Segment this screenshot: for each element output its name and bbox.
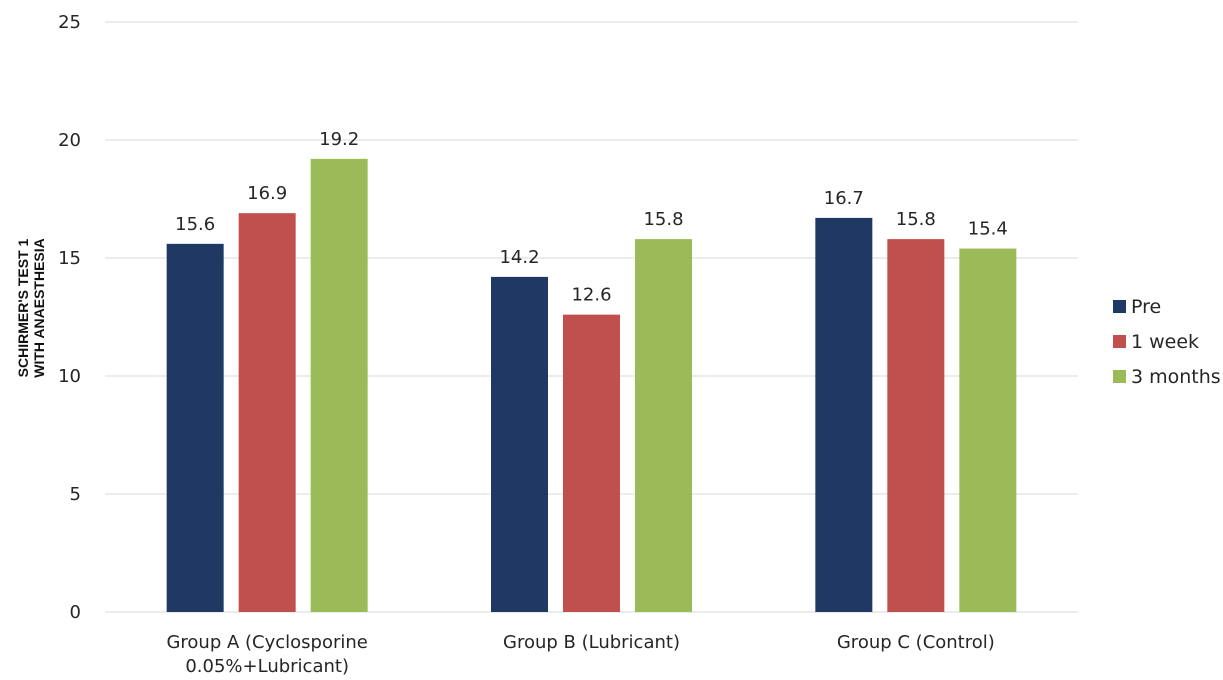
bar [491, 276, 548, 612]
bar [959, 248, 1017, 612]
legend-swatch [1113, 300, 1126, 313]
y-tick-label: 0 [70, 602, 81, 623]
y-axis-label-line-1: SCHIRMER'S TEST 1 [15, 238, 31, 377]
data-label: 14.2 [499, 247, 539, 268]
legend: Pre 1 week 3 months [1113, 296, 1221, 388]
bar [815, 217, 873, 612]
data-label: 12.6 [571, 285, 611, 306]
x-category-label: Group C (Control) [837, 632, 995, 653]
data-label: 16.7 [824, 188, 864, 209]
bar [563, 314, 620, 612]
x-axis-categories: Group A (Cyclosporine 0.05%+Lubricant) Gro… [166, 632, 994, 677]
y-tick-label: 10 [58, 366, 81, 387]
bar [635, 239, 692, 612]
y-tick-label: 25 [58, 12, 81, 33]
legend-entry: 1 week [1131, 331, 1199, 353]
data-label: 15.6 [175, 214, 215, 235]
y-axis-ticks: 0 5 10 15 20 25 [58, 12, 81, 623]
data-label: 15.8 [896, 209, 936, 230]
x-category-label: Group A (Cyclosporine [166, 632, 367, 653]
y-tick-label: 20 [58, 130, 81, 151]
bar [310, 158, 368, 612]
x-category-label: Group B (Lubricant) [503, 632, 680, 653]
x-category-label: 0.05%+Lubricant) [185, 656, 349, 677]
y-tick-label: 5 [70, 484, 81, 505]
y-axis-label-line-2: WITH ANAESTHESIA [31, 238, 47, 377]
data-label: 15.4 [968, 219, 1008, 240]
data-labels: 15.6 16.9 19.2 14.2 12.6 15.8 16.7 15.8 15.4 [175, 129, 1008, 306]
legend-entry: Pre [1131, 296, 1161, 318]
legend-swatch [1113, 370, 1126, 383]
legend-swatch [1113, 335, 1126, 348]
bar [238, 213, 296, 612]
data-label: 19.2 [319, 129, 359, 150]
y-axis-label: SCHIRMER'S TEST 1 WITH ANAESTHESIA [15, 238, 47, 377]
y-tick-label: 15 [58, 248, 81, 269]
legend-entry: 3 months [1131, 366, 1221, 388]
data-label: 15.8 [643, 209, 683, 230]
bar [166, 243, 224, 612]
bars [166, 158, 1017, 612]
bar [887, 239, 945, 612]
data-label: 16.9 [247, 183, 287, 204]
